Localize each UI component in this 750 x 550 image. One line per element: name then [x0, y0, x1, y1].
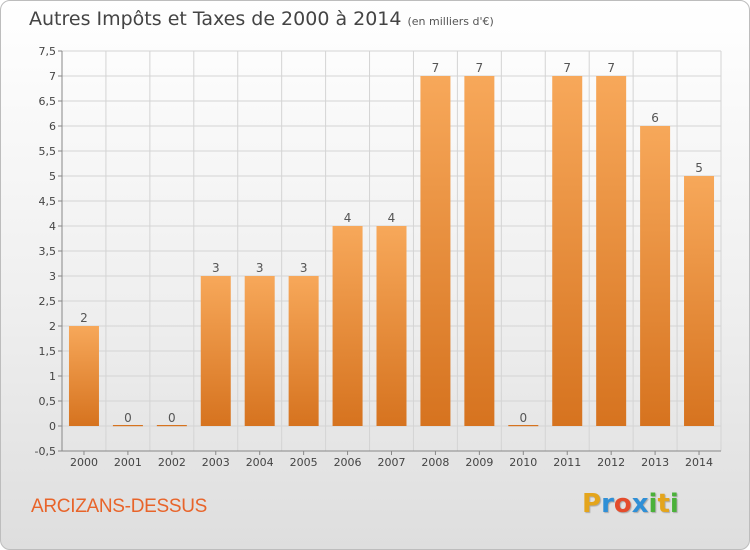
data-label: 3: [212, 261, 220, 275]
bar-2013: [640, 126, 671, 426]
x-tick-label: 2010: [509, 456, 537, 469]
chart-subtitle: (en milliers d'€): [407, 15, 494, 28]
logo-letter: i: [669, 489, 679, 519]
axes: [58, 50, 721, 455]
x-tick-label: 2006: [334, 456, 362, 469]
y-tick-label: 7: [49, 70, 56, 83]
y-tick-label: 5: [49, 170, 56, 183]
proxiti-logo: Proxiti: [582, 489, 679, 519]
x-tick-label: 2007: [378, 456, 406, 469]
x-tick-label: 2011: [553, 456, 581, 469]
bar-2003: [200, 276, 231, 426]
data-label: 4: [344, 211, 352, 225]
y-tick-label: 2: [49, 320, 56, 333]
logo-letter: i: [648, 489, 658, 519]
y-tick-label: 2,5: [39, 295, 57, 308]
data-label: 5: [695, 161, 703, 175]
data-label: 7: [607, 61, 615, 75]
bar-2012: [596, 76, 627, 426]
x-tick-label: 2002: [158, 456, 186, 469]
data-label: 4: [388, 211, 396, 225]
logo-letter: o: [613, 489, 632, 519]
data-label: 7: [432, 61, 440, 75]
x-tick-label: 2014: [685, 456, 713, 469]
y-tick-label: 4,5: [39, 195, 57, 208]
data-label: 0: [519, 411, 527, 425]
bar-2000: [68, 326, 99, 426]
chart-title: Autres Impôts et Taxes de 2000 à 2014 (en…: [29, 8, 494, 30]
y-tick-label: 6: [49, 120, 56, 133]
y-tick-label: 7,5: [39, 45, 57, 58]
x-tick-label: 2001: [114, 456, 142, 469]
data-label: 7: [476, 61, 484, 75]
x-tick-label: 2005: [290, 456, 318, 469]
y-tick-label: 6,5: [39, 95, 57, 108]
x-tick-label: 2008: [421, 456, 449, 469]
logo-letter: t: [657, 489, 670, 519]
bar-2004: [244, 276, 275, 426]
y-tick-label: 0: [49, 420, 56, 433]
x-tick-label: 2009: [465, 456, 493, 469]
bar-2006: [332, 226, 363, 426]
bar-2007: [376, 226, 407, 426]
location-name: ARCIZANS-DESSUS: [31, 496, 208, 517]
y-tick-label: 1,5: [39, 345, 57, 358]
data-label: 3: [300, 261, 308, 275]
bars: [68, 76, 715, 427]
y-tick-label: 0,5: [39, 395, 57, 408]
x-tick-label: 2003: [202, 456, 230, 469]
data-label: 6: [651, 111, 659, 125]
logo-letter: x: [631, 489, 649, 519]
bar-2001: [112, 425, 143, 427]
logo-letter: r: [601, 489, 614, 519]
bar-2008: [420, 76, 451, 426]
x-tick-label: 2013: [641, 456, 669, 469]
bar-2002: [156, 425, 187, 427]
y-tick-label: 3,5: [39, 245, 57, 258]
bar-2010: [508, 425, 539, 427]
data-label: 0: [124, 411, 132, 425]
x-tick-label: 2004: [246, 456, 274, 469]
bar-2005: [288, 276, 319, 426]
data-label: 3: [256, 261, 264, 275]
logo-letter: P: [582, 489, 602, 519]
x-tick-label: 2012: [597, 456, 625, 469]
data-label: 0: [168, 411, 176, 425]
y-tick-label: 3: [49, 270, 56, 283]
y-tick-label: 1: [49, 370, 56, 383]
x-tick-label: 2000: [70, 456, 98, 469]
y-tick-label: -0,5: [35, 445, 56, 458]
bar-2014: [684, 176, 715, 426]
bar-2011: [552, 76, 583, 426]
data-label: 2: [80, 311, 88, 325]
y-tick-label: 5,5: [39, 145, 57, 158]
y-tick-label: 4: [49, 220, 56, 233]
chart-title-text: Autres Impôts et Taxes de 2000 à 2014: [29, 8, 402, 30]
bar-2009: [464, 76, 495, 426]
tick-labels: -0,500,511,522,533,544,555,566,577,52000…: [35, 45, 714, 469]
data-label: 7: [563, 61, 571, 75]
data-labels: 2 0 0 3 3 3 4 4 7 7 0 7 7 6 5: [80, 61, 703, 425]
